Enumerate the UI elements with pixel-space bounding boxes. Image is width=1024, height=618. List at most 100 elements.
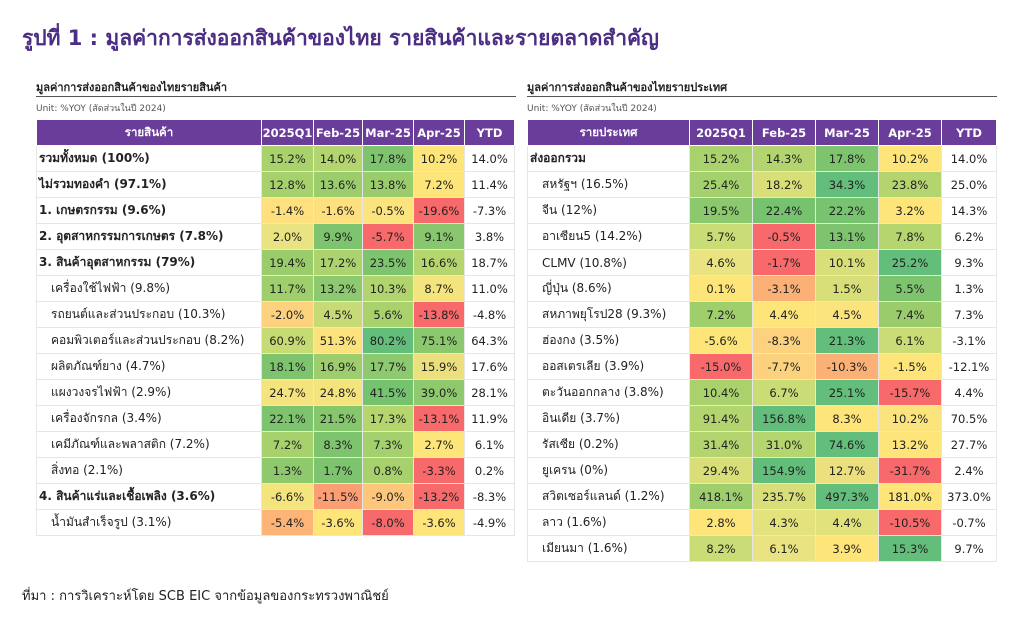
value-cell: 22.4%: [752, 197, 816, 224]
table-row: ตะวันออกกลาง (3.8%) 10.4% 6.7% 25.1% -15.7% 4…: [527, 379, 997, 406]
table-row: น้ำมันสำเร็จรูป (3.1%) -5.4% -3.6% -8.0% -3.…: [36, 509, 515, 536]
product-table-panel: มูลค่าการส่งออกสินค้าของไทยรายสินค้า Uni…: [36, 78, 516, 536]
value-cell: 2.8%: [689, 509, 753, 536]
value-cell: -1.5%: [878, 353, 942, 380]
ytd-cell: 2.4%: [941, 457, 997, 484]
table-row: ญี่ปุ่น (8.6%) 0.1% -3.1% 1.5% 5.5% 1.3%: [527, 275, 997, 302]
value-cell: 51.3%: [313, 327, 363, 354]
ytd-cell: 70.5%: [941, 405, 997, 432]
value-cell: -5.6%: [689, 327, 753, 354]
table-row: อาเซียน5 (14.2%) 5.7% -0.5% 13.1% 7.8% 6.2%: [527, 223, 997, 250]
col-header-ytd: YTD: [941, 119, 997, 146]
col-header-feb25: Feb-25: [752, 119, 816, 146]
value-cell: 24.7%: [261, 379, 314, 406]
row-label: 2. อุตสาหกรรมการเกษตร (7.8%): [36, 223, 262, 250]
value-cell: -13.1%: [413, 405, 465, 432]
product-table: รายสินค้า 2025Q1 Feb-25 Mar-25 Apr-25 YT…: [36, 119, 515, 536]
value-cell: -3.3%: [413, 457, 465, 484]
value-cell: 7.3%: [362, 431, 414, 458]
value-cell: 14.3%: [752, 145, 816, 172]
value-cell: 13.6%: [313, 171, 363, 198]
value-cell: 6.1%: [878, 327, 942, 354]
value-cell: -5.7%: [362, 223, 414, 250]
col-header-apr25: Apr-25: [413, 119, 465, 146]
table-row: 2. อุตสาหกรรมการเกษตร (7.8%) 2.0% 9.9% -5.7…: [36, 223, 515, 250]
ytd-cell: 11.4%: [464, 171, 515, 198]
country-table-title: มูลค่าการส่งออกสินค้าของไทยรายประเทศ: [527, 78, 997, 97]
col-header-item: รายสินค้า: [36, 119, 262, 146]
value-cell: -10.5%: [878, 509, 942, 536]
value-cell: 7.2%: [413, 171, 465, 198]
value-cell: -3.6%: [413, 509, 465, 536]
ytd-cell: 373.0%: [941, 483, 997, 510]
value-cell: 1.3%: [261, 457, 314, 484]
value-cell: 5.6%: [362, 301, 414, 328]
ytd-cell: 3.8%: [464, 223, 515, 250]
value-cell: 3.9%: [815, 535, 879, 562]
col-header-2025q1: 2025Q1: [689, 119, 753, 146]
value-cell: 19.5%: [689, 197, 753, 224]
ytd-cell: -12.1%: [941, 353, 997, 380]
value-cell: 24.8%: [313, 379, 363, 406]
value-cell: 8.7%: [413, 275, 465, 302]
table-row: รัสเซีย (0.2%) 31.4% 31.0% 74.6% 13.2% 27.7%: [527, 431, 997, 458]
row-label: สหภาพยุโรป28 (9.3%): [527, 301, 690, 328]
ytd-cell: -8.3%: [464, 483, 515, 510]
source-note: ที่มา : การวิเคราะห์โดย SCB EIC จากข้อมู…: [22, 589, 389, 604]
value-cell: 19.4%: [261, 249, 314, 276]
ytd-cell: -7.3%: [464, 197, 515, 224]
row-label: ลาว (1.6%): [527, 509, 690, 536]
value-cell: 21.3%: [815, 327, 879, 354]
value-cell: 1.7%: [313, 457, 363, 484]
header-row: รายประเทศ 2025Q1 Feb-25 Mar-25 Apr-25 YT…: [527, 119, 997, 146]
ytd-cell: -3.1%: [941, 327, 997, 354]
table-row: 1. เกษตรกรรม (9.6%) -1.4% -1.6% -0.5% -19.6%…: [36, 197, 515, 224]
ytd-cell: 11.9%: [464, 405, 515, 432]
value-cell: -1.6%: [313, 197, 363, 224]
table-row: ฮ่องกง (3.5%) -5.6% -8.3% 21.3% 6.1% -3.1%: [527, 327, 997, 354]
value-cell: 16.6%: [413, 249, 465, 276]
ytd-cell: 4.4%: [941, 379, 997, 406]
table-row: รวมทั้งหมด (100%) 15.2% 14.0% 17.8% 10.2% 14.…: [36, 145, 515, 172]
value-cell: 13.8%: [362, 171, 414, 198]
table-row: จีน (12%) 19.5% 22.4% 22.2% 3.2% 14.3%: [527, 197, 997, 224]
value-cell: 13.2%: [878, 431, 942, 458]
row-label: ฮ่องกง (3.5%): [527, 327, 690, 354]
value-cell: 0.1%: [689, 275, 753, 302]
value-cell: 7.2%: [261, 431, 314, 458]
value-cell: 497.3%: [815, 483, 879, 510]
value-cell: 6.1%: [752, 535, 816, 562]
table-row: สหรัฐฯ (16.5%) 25.4% 18.2% 34.3% 23.8% 25.0%: [527, 171, 997, 198]
value-cell: 10.2%: [878, 405, 942, 432]
value-cell: 60.9%: [261, 327, 314, 354]
row-label: น้ำมันสำเร็จรูป (3.1%): [36, 509, 262, 536]
row-label: เคมีภัณฑ์และพลาสติก (7.2%): [36, 431, 262, 458]
value-cell: 7.4%: [878, 301, 942, 328]
col-header-mar25: Mar-25: [362, 119, 414, 146]
ytd-cell: 9.3%: [941, 249, 997, 276]
value-cell: 22.1%: [261, 405, 314, 432]
value-cell: 5.5%: [878, 275, 942, 302]
value-cell: 17.8%: [362, 145, 414, 172]
col-header-apr25: Apr-25: [878, 119, 942, 146]
value-cell: 91.4%: [689, 405, 753, 432]
value-cell: -8.0%: [362, 509, 414, 536]
value-cell: -11.5%: [313, 483, 363, 510]
row-label: 4. สินค้าแร่และเชื้อเพลิง (3.6%): [36, 483, 262, 510]
value-cell: 181.0%: [878, 483, 942, 510]
value-cell: 156.8%: [752, 405, 816, 432]
ytd-cell: 14.3%: [941, 197, 997, 224]
value-cell: 5.7%: [689, 223, 753, 250]
value-cell: 1.5%: [815, 275, 879, 302]
country-table: รายประเทศ 2025Q1 Feb-25 Mar-25 Apr-25 YT…: [527, 119, 997, 562]
value-cell: -10.3%: [815, 353, 879, 380]
row-label: ไม่รวมทองคำ (97.1%): [36, 171, 262, 198]
value-cell: 75.1%: [413, 327, 465, 354]
value-cell: 31.4%: [689, 431, 753, 458]
value-cell: 9.9%: [313, 223, 363, 250]
row-label: ยูเครน (0%): [527, 457, 690, 484]
table-row: ยูเครน (0%) 29.4% 154.9% 12.7% -31.7% 2.4%: [527, 457, 997, 484]
value-cell: 4.6%: [689, 249, 753, 276]
value-cell: 2.0%: [261, 223, 314, 250]
value-cell: 7.8%: [878, 223, 942, 250]
